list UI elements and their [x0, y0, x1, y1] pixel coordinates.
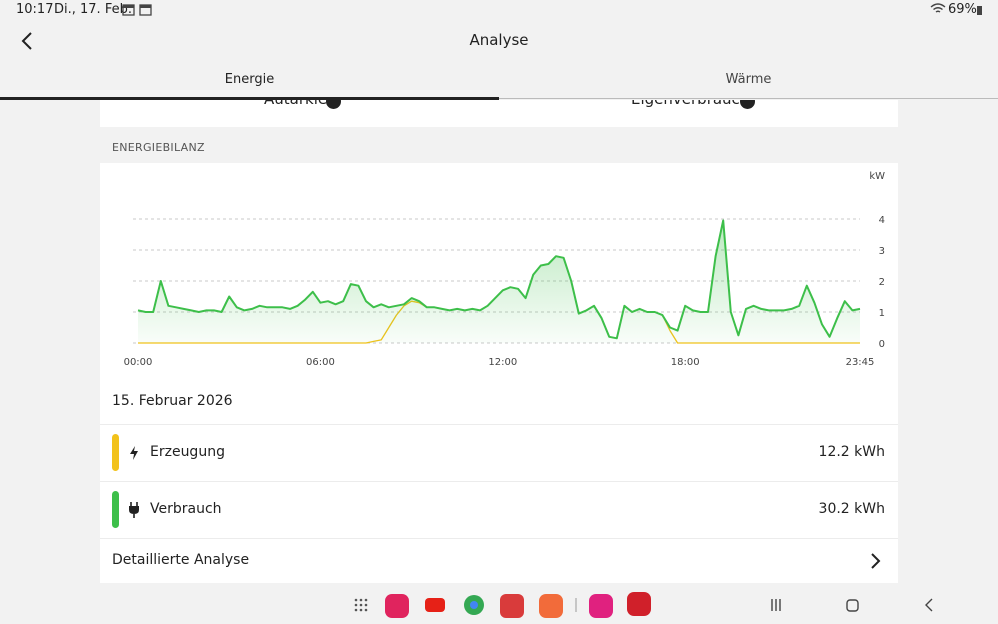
divider — [100, 424, 898, 425]
battery-icon — [977, 6, 982, 15]
chevron-right[interactable] — [868, 552, 882, 570]
tab-energie[interactable]: Energie — [224, 72, 275, 87]
tab-divider — [499, 98, 998, 99]
kpi-label: Autarkie — [264, 100, 327, 108]
area — [138, 220, 860, 343]
row-label: Verbrauch — [150, 501, 222, 517]
summary-date: 15. Februar 2026 — [112, 393, 233, 409]
status-time: 10:17 — [16, 2, 54, 17]
tab-indicator — [0, 97, 499, 100]
info-icon[interactable] — [326, 100, 341, 109]
x-tick-label: 00:00 — [124, 357, 153, 368]
status-date: Di., 17. Feb. — [54, 2, 132, 17]
battery-text: 69% — [948, 2, 977, 17]
legend-bar-verbrauch — [112, 491, 119, 528]
y-tick-label: 4 — [879, 215, 885, 226]
row-value: 12.2 kWh — [818, 444, 885, 460]
page-title: Analyse — [469, 31, 529, 49]
row-value: 30.2 kWh — [818, 501, 885, 517]
legend-bar-erzeugung — [112, 434, 119, 471]
series-line — [137, 219, 861, 340]
divider — [100, 481, 898, 482]
x-tick-label: 18:00 — [671, 357, 700, 368]
detail-link[interactable]: Detaillierte Analyse — [112, 552, 250, 568]
chart: kW 0 1 2 3 4 00:00 06:00 12:00 18:00 23:45 — [124, 171, 886, 368]
kpi-label: Eigenverbrauch — [631, 100, 749, 108]
y-tick-label: 3 — [879, 246, 885, 257]
x-tick-label: 12:00 — [488, 357, 517, 368]
row-label: Erzeugung — [150, 444, 225, 460]
divider — [100, 538, 898, 539]
y-tick-label: 0 — [879, 339, 885, 350]
x-tick-label: 23:45 — [846, 357, 875, 368]
plug-icon — [129, 502, 139, 518]
bolt-icon — [130, 446, 138, 460]
y-unit: kW — [869, 171, 885, 182]
section-label: ENERGIEBILANZ — [112, 141, 205, 154]
x-tick-label: 06:00 — [306, 357, 335, 368]
back-button[interactable] — [18, 30, 38, 52]
y-tick-label: 1 — [879, 308, 885, 319]
tab-waerme[interactable]: Wärme — [725, 72, 772, 87]
nav-bar — [354, 592, 933, 618]
y-tick-label: 2 — [879, 277, 885, 288]
kpi-card: Autarkie Eigenverbrauch — [100, 100, 898, 127]
wifi-icon — [930, 3, 946, 13]
status-icons — [122, 4, 152, 16]
info-icon[interactable] — [740, 100, 755, 109]
chart-card — [100, 163, 898, 583]
